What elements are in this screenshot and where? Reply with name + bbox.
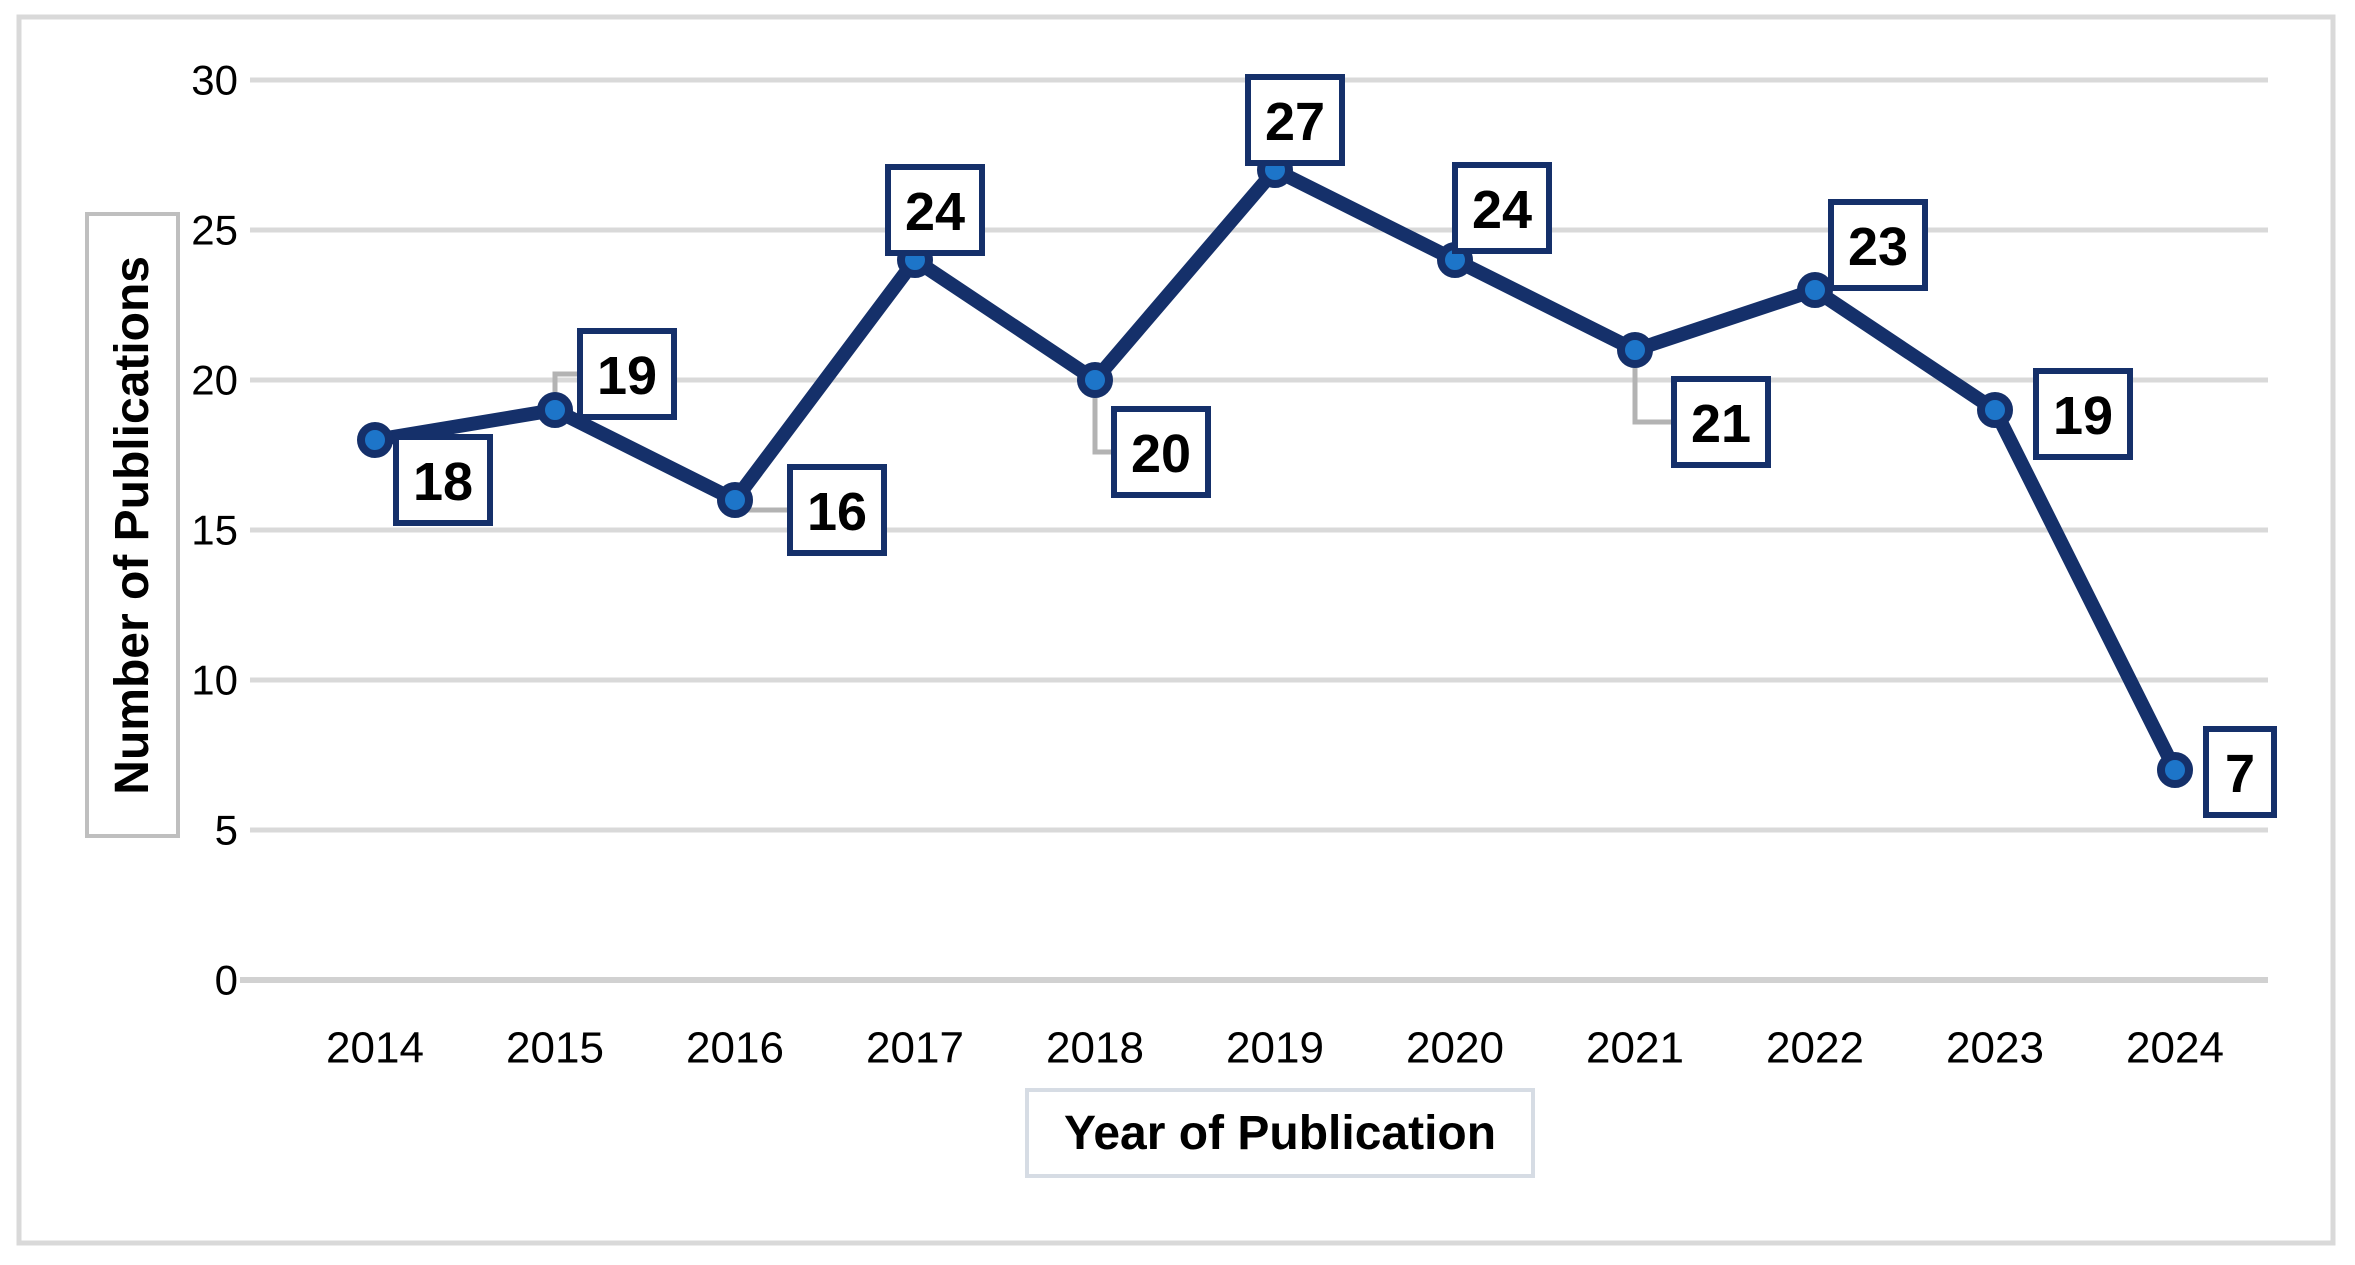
data-label: 21 bbox=[1691, 394, 1751, 454]
data-point-marker bbox=[1617, 332, 1653, 368]
x-tick-label: 2014 bbox=[326, 1024, 424, 1073]
x-tick-label: 2016 bbox=[686, 1024, 784, 1073]
x-tick-label: 2023 bbox=[1946, 1024, 2044, 1073]
data-label-box bbox=[1245, 74, 1345, 166]
data-label: 7 bbox=[2225, 744, 2255, 804]
x-tick-label: 2020 bbox=[1406, 1024, 1504, 1073]
data-point-marker bbox=[1077, 362, 1113, 398]
data-label: 24 bbox=[905, 182, 965, 242]
y-axis-title-box: Number of Publications bbox=[85, 212, 180, 838]
data-label-box bbox=[393, 434, 493, 526]
data-label-box bbox=[885, 164, 985, 256]
x-axis-title: Year of Publication bbox=[1063, 1106, 1497, 1160]
data-label: 23 bbox=[1848, 217, 1908, 277]
x-tick-label: 2019 bbox=[1226, 1024, 1324, 1073]
data-label-leader bbox=[1092, 380, 1114, 455]
x-tick-label: 2017 bbox=[866, 1024, 964, 1073]
data-label-box bbox=[1111, 406, 1211, 498]
data-label-box bbox=[2203, 726, 2277, 818]
data-point-marker bbox=[2157, 752, 2193, 788]
x-axis-title-box: Year of Publication bbox=[1025, 1088, 1535, 1178]
x-tick-label: 2015 bbox=[506, 1024, 604, 1073]
y-tick-label: 0 bbox=[215, 957, 238, 1004]
y-tick-label: 15 bbox=[191, 507, 238, 554]
y-tick-label: 10 bbox=[191, 657, 238, 704]
data-label: 24 bbox=[1472, 180, 1532, 240]
chart-frame bbox=[16, 14, 2336, 1246]
data-point-marker bbox=[357, 422, 393, 458]
y-axis-title: Number of Publications bbox=[106, 255, 159, 795]
data-label: 18 bbox=[413, 452, 473, 512]
data-label-box bbox=[1828, 199, 1928, 291]
data-point-marker bbox=[1797, 272, 1833, 308]
y-tick-label: 20 bbox=[191, 357, 238, 404]
data-point-marker bbox=[537, 392, 573, 428]
y-tick-label: 25 bbox=[191, 207, 238, 254]
data-point-marker bbox=[717, 482, 753, 518]
x-tick-label: 2024 bbox=[2126, 1024, 2224, 1073]
x-tick-label: 2018 bbox=[1046, 1024, 1144, 1073]
data-label: 19 bbox=[2053, 386, 2113, 446]
data-label: 16 bbox=[807, 482, 867, 542]
x-tick-label: 2021 bbox=[1586, 1024, 1684, 1073]
data-label: 20 bbox=[1131, 424, 1191, 484]
data-label-box bbox=[1671, 376, 1771, 468]
x-tick-label: 2022 bbox=[1766, 1024, 1864, 1073]
y-tick-label: 30 bbox=[191, 57, 238, 104]
data-label: 19 bbox=[597, 346, 657, 406]
data-label-box bbox=[1452, 162, 1552, 254]
data-point-marker bbox=[1977, 392, 2013, 428]
y-tick-label: 5 bbox=[215, 807, 238, 854]
data-label-box bbox=[577, 328, 677, 420]
data-label-box bbox=[2033, 368, 2133, 460]
data-label-box bbox=[787, 464, 887, 556]
data-label: 27 bbox=[1265, 92, 1325, 152]
data-label-leader bbox=[1632, 350, 1674, 425]
